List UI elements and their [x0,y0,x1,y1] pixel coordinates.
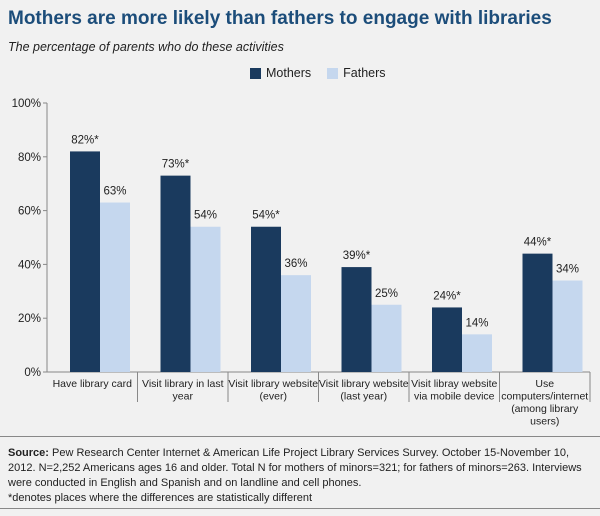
bar-fathers [462,334,492,372]
data-label-mothers: 54%* [252,210,280,222]
category-label: Visit library website [228,378,318,390]
significance-note: *denotes places where the differences ar… [8,492,313,504]
legend-item-fathers: Fathers [327,66,386,80]
divider-bottom [0,508,600,509]
category-label: Visit library in last [142,378,224,390]
data-label-fathers: 34% [556,264,579,276]
data-label-fathers: 25% [375,288,398,300]
legend: Mothers Fathers [250,66,402,80]
category-label: computers/internet [501,391,588,403]
data-label-fathers: 36% [284,258,307,270]
bar-mothers [522,253,553,372]
bar-mothers [432,307,462,372]
bar-mothers [251,226,281,372]
y-tick-label: 40% [18,259,41,271]
chart-subtitle: The percentage of parents who do these a… [8,40,284,54]
y-tick-label: 0% [24,367,41,379]
bar-fathers [281,275,311,372]
category-label: (among library [511,403,579,415]
data-label-fathers: 54% [194,210,217,222]
category-label: (ever) [260,391,287,403]
y-tick-label: 20% [18,313,41,325]
data-label-mothers: 82%* [71,134,99,146]
y-tick-label: 60% [18,206,41,218]
chart-title: Mothers are more likely than fathers to … [8,8,552,29]
data-label-mothers: 44%* [524,237,552,249]
bar-fathers [552,280,583,372]
divider-top [0,436,600,437]
bar-mothers [341,267,372,372]
source-note: Source: Pew Research Center Internet & A… [8,446,594,506]
data-label-mothers: 24%* [433,290,461,302]
category-label: users) [530,416,559,428]
category-label: (last year) [340,391,387,403]
source-label: Source: [8,447,49,459]
legend-item-mothers: Mothers [250,66,311,80]
legend-swatch-mothers [250,67,261,79]
bar-fathers [190,226,221,372]
y-tick-label: 80% [18,152,41,164]
bar-fathers [371,304,402,372]
data-label-mothers: 73%* [162,159,190,171]
bar-mothers [160,175,191,372]
bar-mothers [70,151,100,372]
bar-chart: 0% 20% 40% 60% 80% 100% 82%* 63% Have library ca… [12,98,591,428]
source-text: Pew Research Center Internet & American … [8,447,582,489]
category-label: Have library card [53,378,133,390]
data-label-mothers: 39%* [343,250,371,262]
category-label: via mobile device [414,391,495,403]
category-label: year [173,391,194,403]
legend-swatch-fathers [327,67,339,79]
data-label-fathers: 14% [465,317,488,329]
legend-label-fathers: Fathers [343,66,386,80]
y-tick-label: 100% [12,98,41,110]
bar-fathers [100,202,130,372]
category-label: Use [535,378,554,390]
data-label-fathers: 63% [103,186,126,198]
legend-label-mothers: Mothers [266,66,312,80]
category-label: Visit libray website [411,378,497,390]
category-label: Visit library website [319,378,409,390]
